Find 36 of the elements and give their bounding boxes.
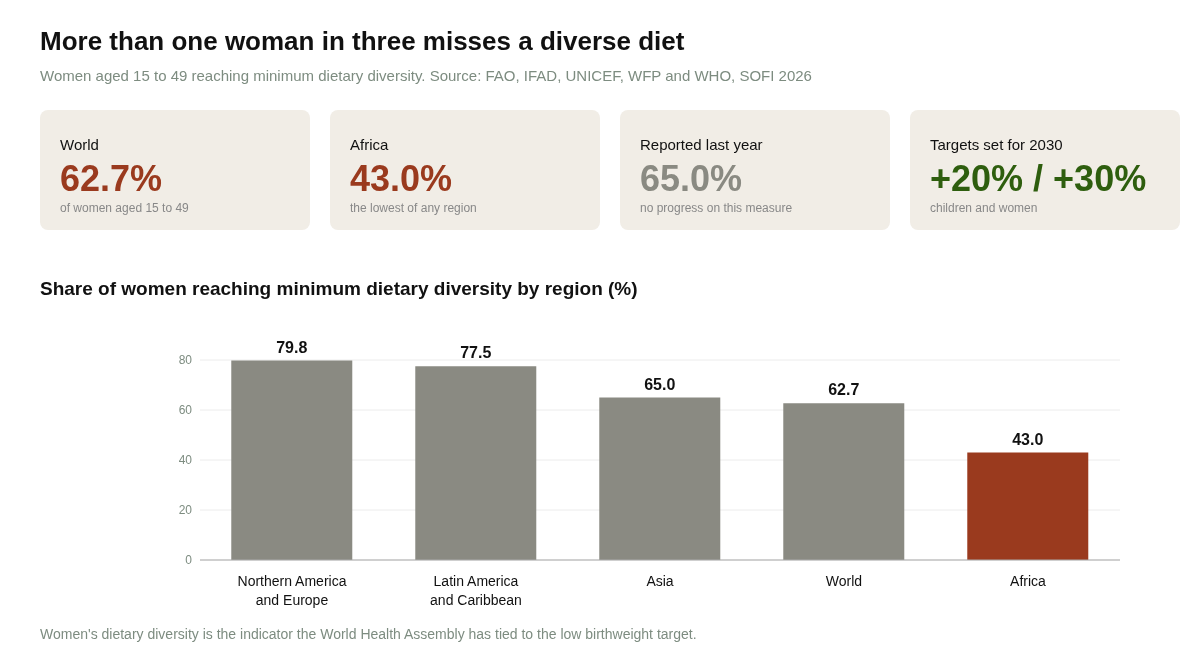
bar [967,452,1089,560]
data-label: 43.0 [1012,430,1044,448]
data-label: 65.0 [644,375,676,393]
data-label: 77.5 [460,344,492,362]
x-tick-label: Latin America and Caribbean [430,573,522,608]
text: World [60,136,100,153]
bar [415,366,537,560]
text: the lowest of any region [350,201,478,215]
text: Women aged 15 to 49 reaching minimum dietary diversity. Source: FAO, IFAD, UNICEF, WFP and WHO, SOFI 2026 [40,67,812,84]
text: 62.7% [60,158,164,199]
y-tick-label: 80 [178,353,193,368]
text: children and women [930,201,1039,215]
data-label: 62.7 [828,381,860,399]
x-tick-label: World [825,573,863,589]
text: Reported last year [640,136,764,153]
y-tick-label: 20 [178,503,193,518]
y-tick-label: 0 [185,553,193,568]
text: of women aged 15 to 49 [60,201,190,215]
x-tick-label: Africa [1010,573,1047,589]
chart-title: Share of women reaching minimum dietary diversity by region (%) [40,278,638,300]
text: Women's dietary diversity is the indicator the World Health Assembly has tied to the low birthweight target. [40,626,697,642]
text: Targets set for 2030 [930,136,1064,153]
text: 65.0% [640,158,744,199]
text: +20% / +30% [930,158,1148,199]
bar [231,360,353,560]
y-tick-label: 40 [178,453,193,468]
y-tick-label: 60 [178,403,193,418]
data-label: 79.8 [276,338,308,356]
text: More than one woman in three misses a diverse diet [40,26,686,57]
text: no progress on this measure [640,201,794,215]
text: Africa [350,136,390,153]
text: 43.0% [350,158,454,199]
bar [599,397,721,560]
bar [783,403,905,560]
x-tick-label: Northern America and Europe [237,573,347,608]
x-tick-label: Asia [646,573,674,589]
